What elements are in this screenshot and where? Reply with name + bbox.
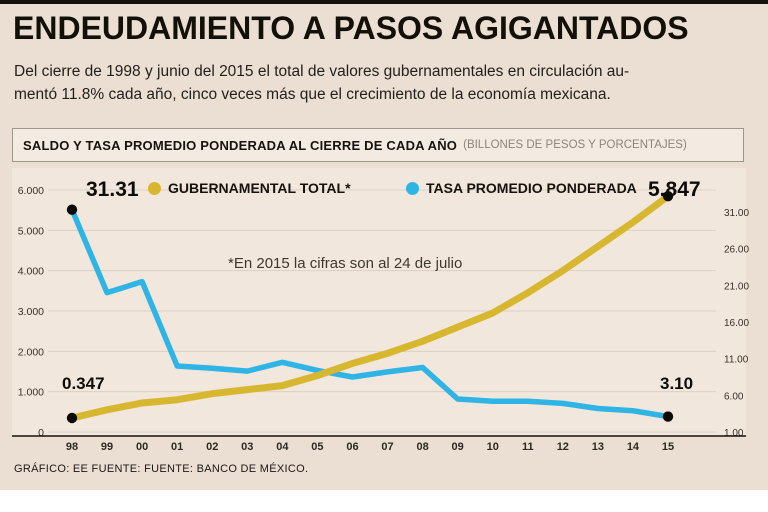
left-axis-tick: 1.000 xyxy=(18,387,44,399)
left-axis-tick: 2.000 xyxy=(18,346,44,358)
legend-item-gubernamental: GUBERNAMENTAL TOTAL* xyxy=(148,180,351,196)
legend-label-gubernamental: GUBERNAMENTAL TOTAL* xyxy=(168,180,351,196)
x-axis-tick: 15 xyxy=(662,441,674,453)
source-credit: GRÁFICO: EE FUENTE: FUENTE: BANCO DE MÉX… xyxy=(14,463,309,475)
page-title: ENDEUDAMIENTO A PASOS AGIGANTADOS xyxy=(13,10,689,46)
x-axis-tick: 04 xyxy=(276,441,289,453)
right-axis-tick: 6.00 xyxy=(724,391,744,402)
x-axis-tick: 08 xyxy=(416,441,428,453)
legend-label-tasa: TASA PROMEDIO PONDERADA xyxy=(426,180,637,196)
x-axis-tick: 02 xyxy=(206,441,218,453)
legend-item-tasa: TASA PROMEDIO PONDERADA xyxy=(406,180,637,196)
right-axis-tick: 16.00 xyxy=(724,318,749,329)
x-axis-tick: 01 xyxy=(171,441,183,453)
right-axis-tick: 1.00 xyxy=(724,428,744,439)
annotation-yellow-start: 0.347 xyxy=(62,374,105,393)
annotation-yellow-end: 5.847 xyxy=(648,178,701,201)
x-axis-tick: 12 xyxy=(557,441,569,453)
left-axis-tick: 0 xyxy=(38,427,44,439)
x-axis-tick: 10 xyxy=(487,441,499,453)
chart-header-box: SALDO Y TASA PROMEDIO PONDERADA AL CIERR… xyxy=(12,128,744,162)
endpoint-dot xyxy=(66,204,78,215)
right-axis-tick: 26.00 xyxy=(724,245,749,256)
top-border-bar xyxy=(0,0,768,4)
endpoint-dot xyxy=(662,411,674,422)
x-axis-tick: 99 xyxy=(101,441,113,453)
x-axis-tick: 11 xyxy=(522,441,534,453)
x-axis-tick: 00 xyxy=(136,441,148,453)
left-axis-tick: 4.000 xyxy=(18,266,44,278)
series-line-right xyxy=(69,206,671,420)
left-axis-tick: 5.000 xyxy=(18,225,44,237)
x-axis-tick: 09 xyxy=(452,441,464,453)
x-axis-tick: 07 xyxy=(381,441,393,453)
right-axis-tick: 31.00 xyxy=(724,208,749,219)
right-axis-tick: 11.00 xyxy=(724,355,749,366)
x-axis-tick: 03 xyxy=(241,441,253,453)
left-axis-tick: 6.000 xyxy=(18,185,44,197)
right-axis-tick: 21.00 xyxy=(724,281,749,292)
annotation-blue-start: 31.31 xyxy=(86,178,139,201)
x-axis-tick: 06 xyxy=(346,441,358,453)
endpoint-dot xyxy=(66,412,78,424)
endpoint-dot xyxy=(662,190,674,202)
left-axis-tick: 3.000 xyxy=(18,306,44,318)
x-axis-tick: 98 xyxy=(66,441,78,453)
x-axis-tick: 05 xyxy=(311,441,323,453)
x-axis-tick: 13 xyxy=(592,441,604,453)
chart-footnote: *En 2015 la cifras son al 24 de julio xyxy=(228,255,463,272)
series-line-left xyxy=(68,192,672,422)
chart-header-subtitle: (BILLONES DE PESOS Y PORCENTAJES) xyxy=(463,139,687,151)
plot-background xyxy=(12,168,746,436)
blue-legend-dot-icon xyxy=(406,181,419,195)
subtitle-line-2: mentó 11.8% cada año, cinco veces más qu… xyxy=(14,86,611,103)
annotation-blue-end: 3.10 xyxy=(660,374,694,393)
yellow-legend-dot-icon xyxy=(148,181,161,195)
subtitle-line-1: Del cierre de 1998 y junio del 2015 el t… xyxy=(14,63,630,80)
page-subtitle: Del cierre de 1998 y junio del 2015 el t… xyxy=(14,60,629,106)
x-axis-tick: 14 xyxy=(627,441,640,453)
chart-header-title: SALDO Y TASA PROMEDIO PONDERADA AL CIERR… xyxy=(23,137,458,153)
